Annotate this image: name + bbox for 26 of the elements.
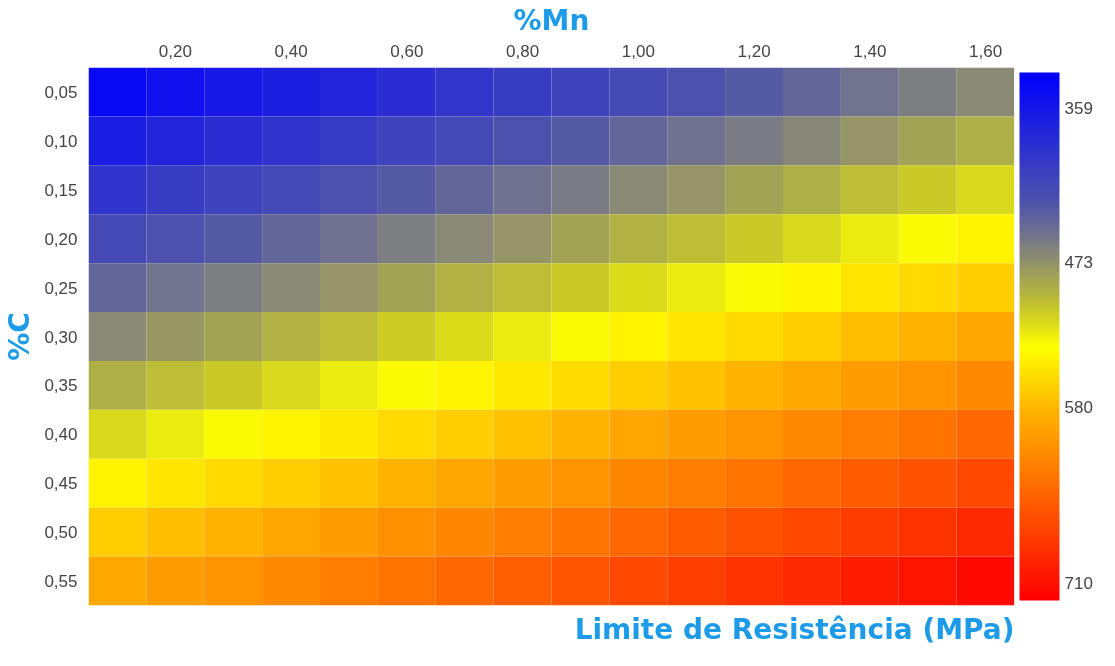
y-tick-label: 0,10 <box>44 131 78 151</box>
x-tick-label: 0,20 <box>158 41 192 61</box>
x-tick-label: 0,40 <box>274 41 308 61</box>
y-tick-label: 0,25 <box>44 278 78 298</box>
x-tick-label: 1,40 <box>853 41 887 61</box>
color-bar-label: 710 <box>1064 573 1093 593</box>
x-tick-label: 1,20 <box>737 41 771 61</box>
x-tick-label: 1,60 <box>969 41 1003 61</box>
x-tick-label: 0,60 <box>390 41 424 61</box>
y-tick-label: 0,40 <box>44 425 78 445</box>
x-axis-title: %Mn <box>513 3 590 37</box>
x-tick-label: 1,00 <box>621 41 655 61</box>
y-tick-label: 0,45 <box>44 474 78 494</box>
text: Limite de Resistência (MPa) <box>574 612 1015 646</box>
color-bar-label: 580 <box>1064 397 1093 417</box>
y-tick-label: 0,55 <box>44 572 78 592</box>
y-tick-label: 0,20 <box>44 229 78 249</box>
y-tick-label: 0,30 <box>44 327 78 347</box>
y-tick-label: 0,15 <box>44 180 78 200</box>
y-tick-label: 0,05 <box>44 82 78 102</box>
y-tick-label: 0,35 <box>44 376 78 396</box>
x-tick-label: 0,80 <box>506 41 540 61</box>
y-tick-label: 0,50 <box>44 523 78 543</box>
y-axis-title: %C <box>3 312 37 361</box>
color-bar-label: 473 <box>1064 253 1093 273</box>
color-bar-label: 359 <box>1064 98 1093 118</box>
